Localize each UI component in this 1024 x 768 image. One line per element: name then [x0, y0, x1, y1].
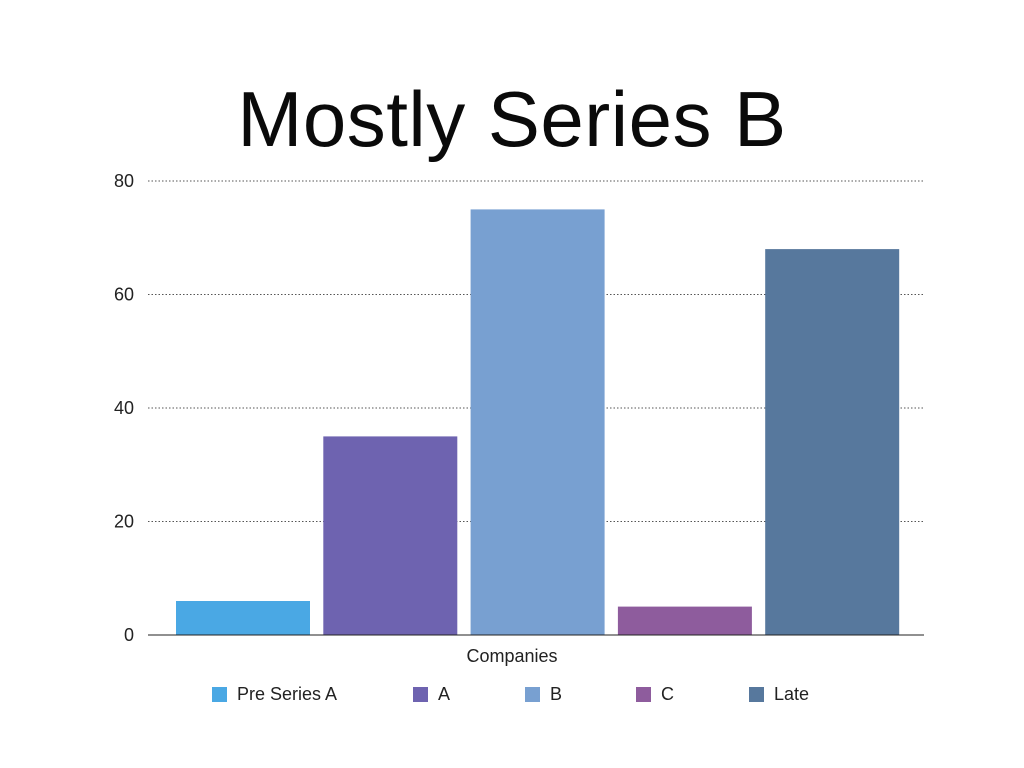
legend-swatch: [413, 687, 428, 702]
legend-label: Pre Series A: [237, 684, 338, 704]
bar-c: [617, 606, 752, 635]
bar-pre-series-a: [176, 601, 310, 635]
y-tick-label: 80: [114, 171, 134, 191]
legend-item-c: C: [636, 684, 674, 705]
bar-a: [323, 436, 458, 635]
bar-b: [470, 209, 605, 635]
legend-label: B: [550, 684, 563, 704]
y-tick-label: 20: [114, 512, 134, 532]
y-tick-label: 0: [124, 625, 134, 645]
legend-item-pre-series-a: Pre Series A: [212, 684, 337, 705]
legend-item-a: A: [413, 684, 450, 705]
bar-late: [765, 249, 900, 635]
legend: Pre Series A A B C Late: [0, 684, 1024, 708]
legend-label: Late: [774, 684, 810, 704]
y-axis-ticks: 0 20 40 60 80: [114, 171, 134, 645]
bars: [176, 209, 900, 635]
chart-title: Mostly Series B: [237, 75, 787, 163]
x-axis-label: Companies: [466, 646, 558, 666]
y-tick-label: 60: [114, 285, 134, 305]
legend-swatch: [212, 687, 227, 702]
legend-swatch: [749, 687, 764, 702]
legend-item-late: Late: [749, 684, 809, 705]
legend-label: C: [661, 684, 674, 704]
legend-swatch: [636, 687, 651, 702]
y-tick-label: 40: [114, 398, 134, 418]
legend-swatch: [525, 687, 540, 702]
legend-item-b: B: [525, 684, 562, 705]
legend-label: A: [438, 684, 451, 704]
